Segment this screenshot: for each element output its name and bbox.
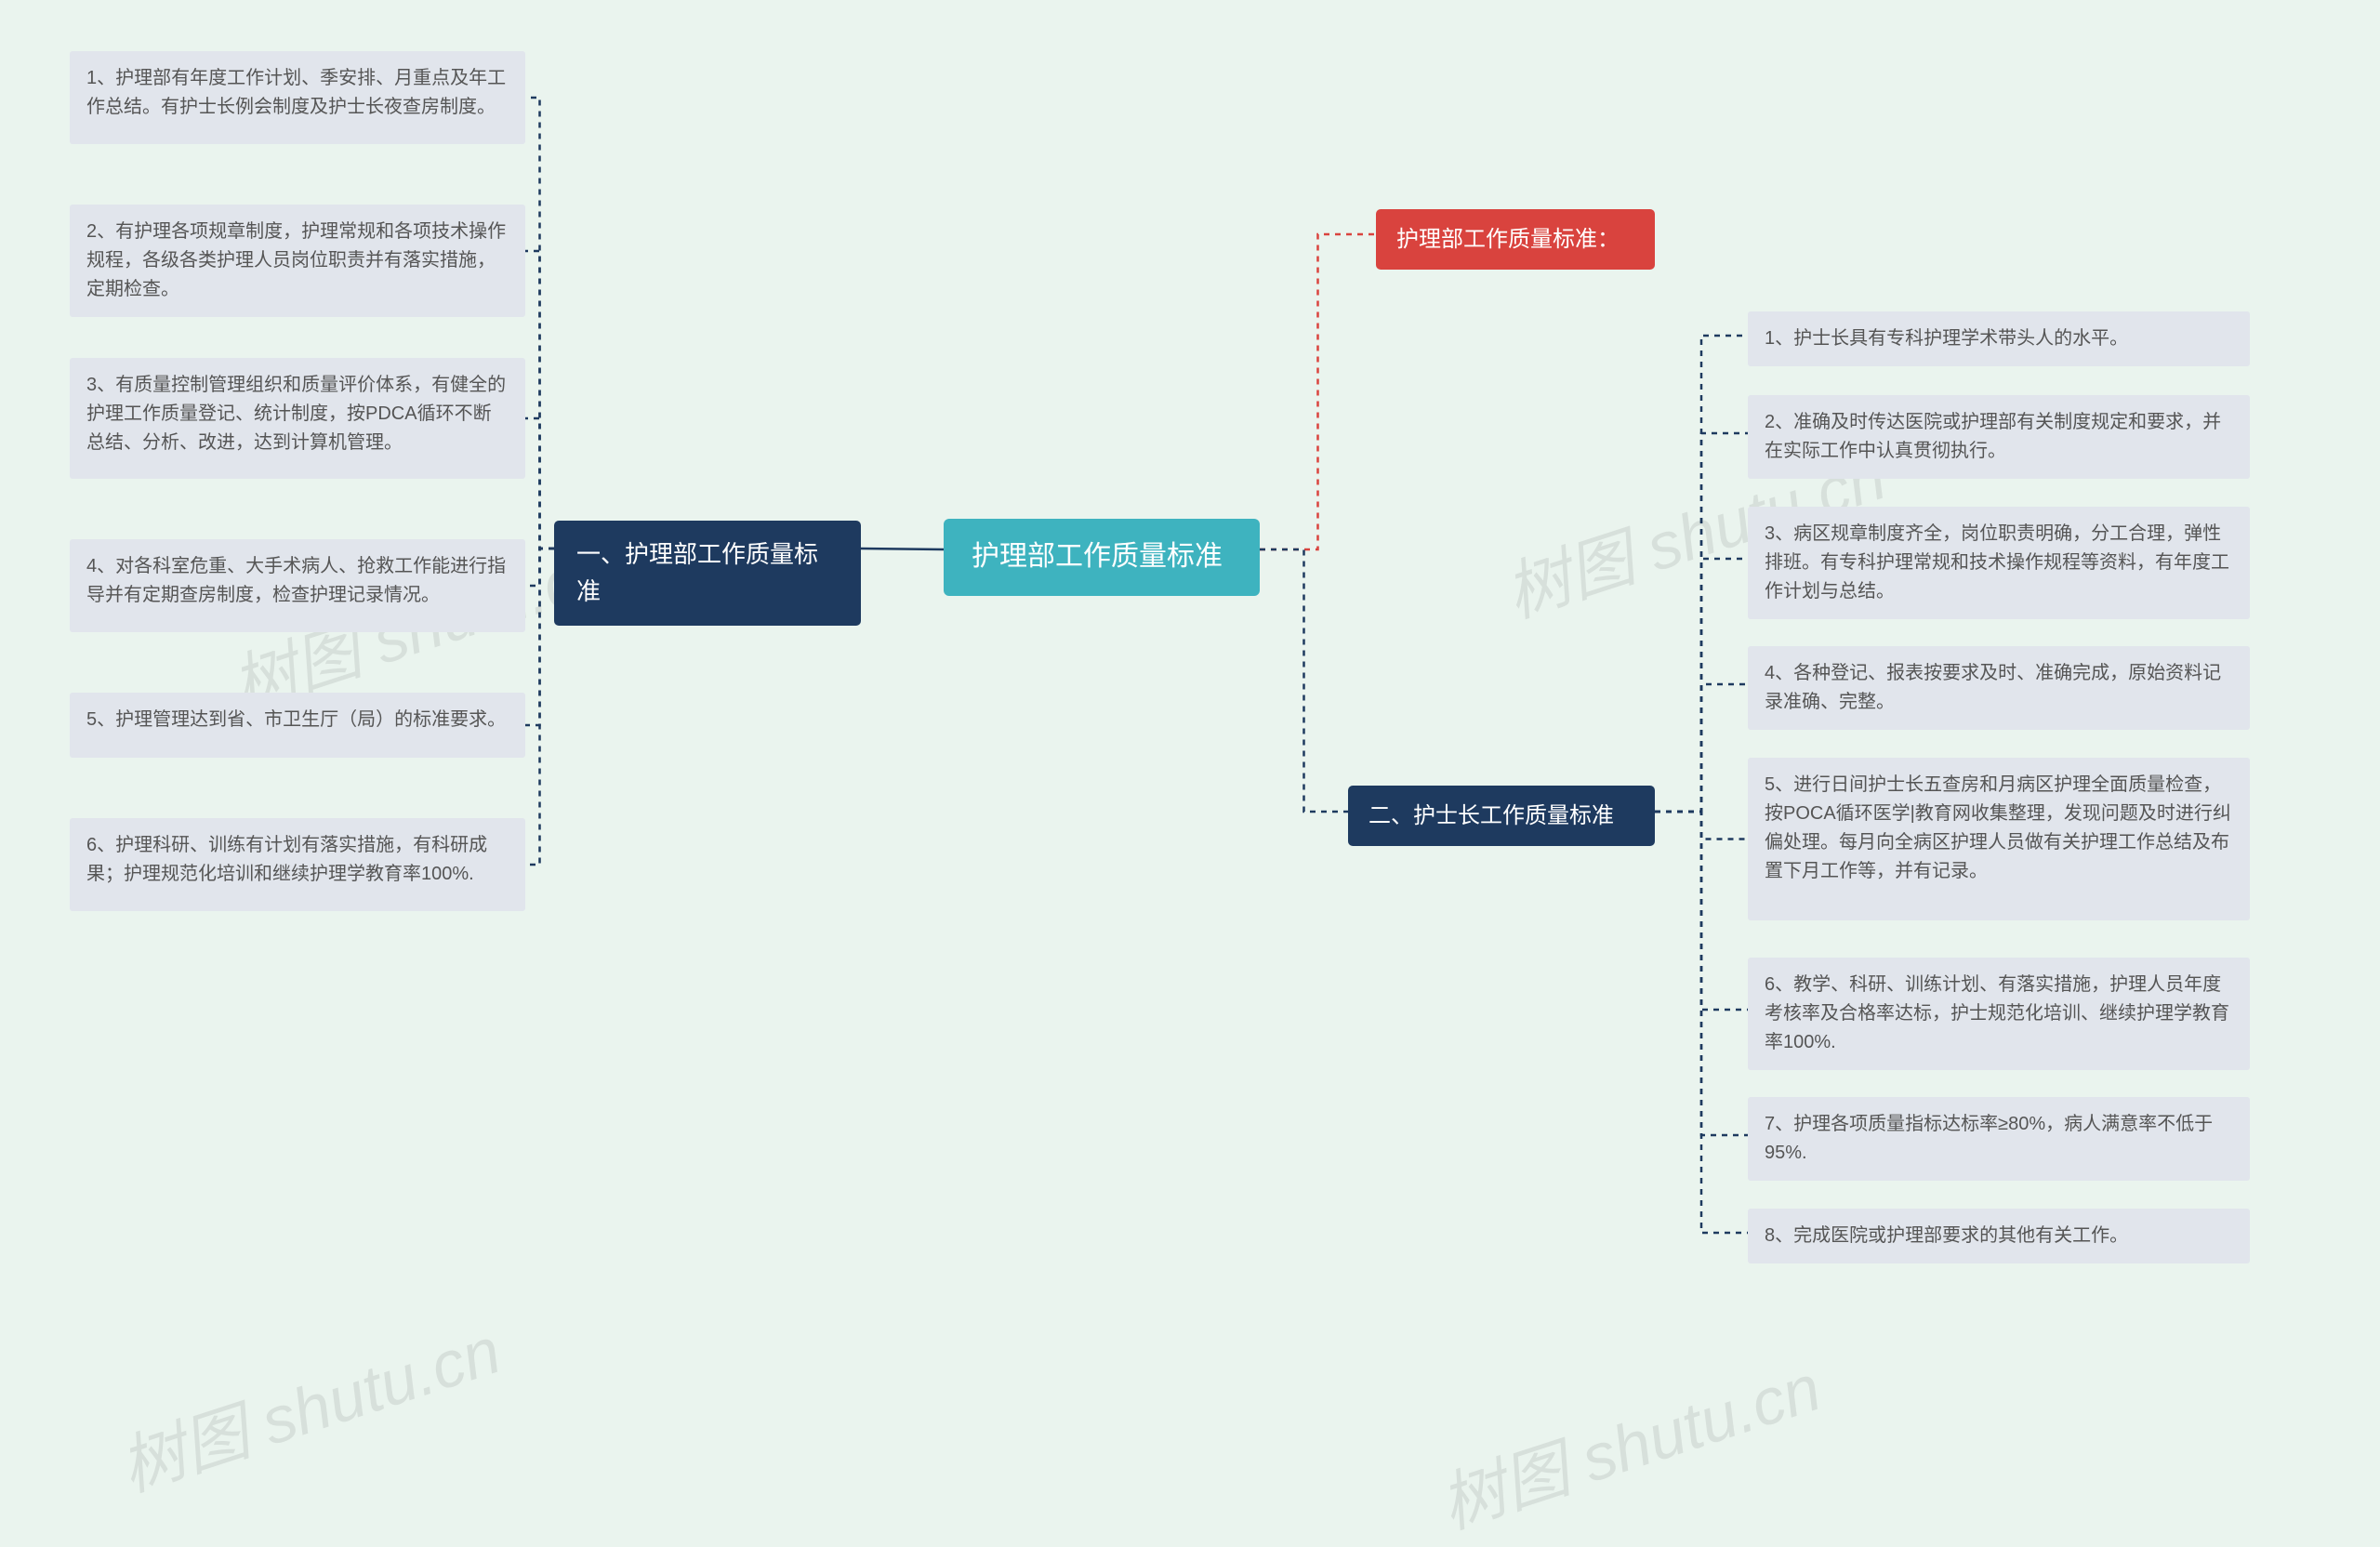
leaf-node: 8、完成医院或护理部要求的其他有关工作。 bbox=[1748, 1209, 2250, 1263]
leaf-node: 3、有质量控制管理组织和质量评价体系，有健全的护理工作质量登记、统计制度，按PD… bbox=[70, 358, 525, 479]
watermark: 树图 shutu.cn bbox=[107, 1299, 511, 1510]
mindmap-canvas: 树图 shutu.cn树图 shutu.cn树图 shutu.cn树图 shut… bbox=[0, 0, 2380, 1479]
branch-left: 一、护理部工作质量标准 bbox=[554, 521, 861, 626]
branch-right-top: 护理部工作质量标准： bbox=[1376, 209, 1655, 270]
root-node: 护理部工作质量标准 bbox=[944, 519, 1260, 596]
leaf-node: 1、护理部有年度工作计划、季安排、月重点及年工作总结。有护士长例会制度及护士长夜… bbox=[70, 51, 525, 144]
leaf-node: 1、护士长具有专科护理学术带头人的水平。 bbox=[1748, 311, 2250, 366]
leaf-node: 5、进行日间护士长五查房和月病区护理全面质量检查，按POCA循环医学|教育网收集… bbox=[1748, 758, 2250, 920]
leaf-node: 4、各种登记、报表按要求及时、准确完成，原始资料记录准确、完整。 bbox=[1748, 646, 2250, 730]
watermark: 树图 shutu.cn bbox=[1427, 1336, 1831, 1547]
leaf-node: 6、护理科研、训练有计划有落实措施，有科研成果；护理规范化培训和继续护理学教育率… bbox=[70, 818, 525, 911]
leaf-node: 2、有护理各项规章制度，护理常规和各项技术操作规程，各级各类护理人员岗位职责并有… bbox=[70, 205, 525, 317]
leaf-node: 4、对各科室危重、大手术病人、抢救工作能进行指导并有定期查房制度，检查护理记录情… bbox=[70, 539, 525, 632]
leaf-node: 6、教学、科研、训练计划、有落实措施，护理人员年度考核率及合格率达标，护士规范化… bbox=[1748, 958, 2250, 1070]
leaf-node: 7、护理各项质量指标达标率≥80%，病人满意率不低于95%. bbox=[1748, 1097, 2250, 1181]
leaf-node: 2、准确及时传达医院或护理部有关制度规定和要求，并在实际工作中认真贯彻执行。 bbox=[1748, 395, 2250, 479]
leaf-node: 3、病区规章制度齐全，岗位职责明确，分工合理，弹性排班。有专科护理常规和技术操作… bbox=[1748, 507, 2250, 619]
leaf-node: 5、护理管理达到省、市卫生厅（局）的标准要求。 bbox=[70, 693, 525, 758]
branch-right-bottom: 二、护士长工作质量标准 bbox=[1348, 786, 1655, 846]
